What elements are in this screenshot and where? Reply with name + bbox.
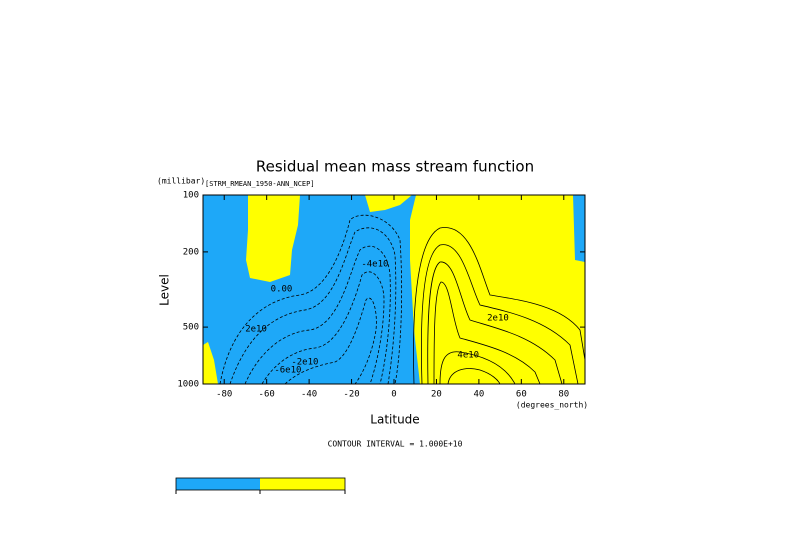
- contour-line: [421, 244, 579, 385]
- x-tick-label: 0: [391, 390, 396, 400]
- contour-lines: [219, 214, 586, 385]
- colorbar-swatch: [260, 478, 345, 490]
- contour-line: [433, 281, 541, 385]
- x-axis-label: Latitude: [370, 413, 419, 427]
- contour-label: 4e10: [457, 351, 479, 361]
- contour-line: [284, 297, 377, 385]
- contour-line: [413, 227, 586, 385]
- y-units: (millibar): [157, 177, 205, 186]
- colorbar-swatch: [176, 478, 260, 490]
- x-tick-label: 40: [473, 390, 484, 400]
- contour-label: -2e10: [291, 358, 318, 368]
- contour-line: [261, 271, 385, 385]
- contour-line: [439, 351, 516, 385]
- colorbar: [175, 477, 346, 494]
- plot-area: [202, 194, 586, 385]
- contour-label: 0.00: [271, 284, 293, 294]
- y-tick-label: 200: [183, 247, 199, 257]
- fill-region: [365, 195, 412, 212]
- positive-regions: [203, 195, 585, 384]
- x-tick-label: -40: [301, 390, 317, 400]
- x-tick-label: 80: [558, 390, 569, 400]
- fill-region: [203, 342, 218, 384]
- contour-line: [229, 227, 397, 385]
- contour-label: 2e10: [487, 314, 509, 324]
- contour-label: -4e10: [361, 260, 388, 270]
- subtitle: [STRM_RMEAN_1950-ANN_NCEP]: [205, 180, 315, 188]
- y-tick-label: 1000: [177, 380, 199, 390]
- x-units: (degrees_north): [516, 401, 588, 410]
- x-tick-label: 60: [516, 390, 527, 400]
- contour-label: 2e10: [245, 324, 267, 334]
- x-tick-label: 20: [431, 390, 442, 400]
- contour-note: CONTOUR INTERVAL = 1.000E+10: [328, 440, 463, 449]
- contour-line: [427, 261, 563, 385]
- y-tick-label: 500: [183, 323, 199, 333]
- x-tick-label: -20: [343, 390, 359, 400]
- chart-title: Residual mean mass stream function: [256, 158, 534, 176]
- y-tick-label: 100: [183, 191, 199, 201]
- contour-label: -6e10: [274, 365, 301, 375]
- fill-region: [246, 195, 300, 282]
- contour-line: [447, 368, 501, 385]
- x-tick-label: -60: [259, 390, 275, 400]
- contour-line: [244, 245, 391, 385]
- fill-region: [410, 195, 585, 384]
- y-axis-label: Level: [158, 274, 172, 306]
- x-tick-label: -80: [216, 390, 232, 400]
